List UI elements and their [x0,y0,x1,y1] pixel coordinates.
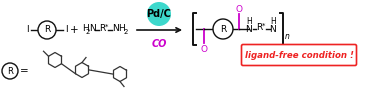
Circle shape [38,21,56,39]
Text: N: N [270,25,276,33]
Text: I: I [65,26,68,35]
Text: =: = [20,66,29,76]
Text: H: H [270,16,276,26]
Text: O: O [200,45,208,54]
Text: *: * [262,23,265,29]
Text: R: R [7,67,13,75]
Text: N: N [246,25,253,33]
Text: N: N [89,24,96,33]
Text: R: R [44,26,50,35]
Text: H: H [82,24,89,33]
Text: O: O [235,4,243,13]
Circle shape [213,19,233,39]
Text: N: N [112,24,119,33]
Text: *: * [105,24,108,30]
Text: R: R [256,23,262,32]
Text: R: R [99,24,105,33]
Text: CO: CO [151,39,167,49]
Text: I: I [26,26,29,35]
Text: 2: 2 [124,29,129,35]
Circle shape [2,63,18,79]
Text: Pd/C: Pd/C [147,9,172,19]
Circle shape [147,2,171,26]
FancyBboxPatch shape [242,45,356,65]
Text: 2: 2 [86,29,90,35]
Text: H: H [246,16,252,26]
Text: H: H [118,24,125,33]
Text: n: n [285,32,290,41]
Text: R: R [220,25,226,33]
Text: +: + [70,25,78,35]
Text: ligand-free condition !: ligand-free condition ! [245,51,353,59]
